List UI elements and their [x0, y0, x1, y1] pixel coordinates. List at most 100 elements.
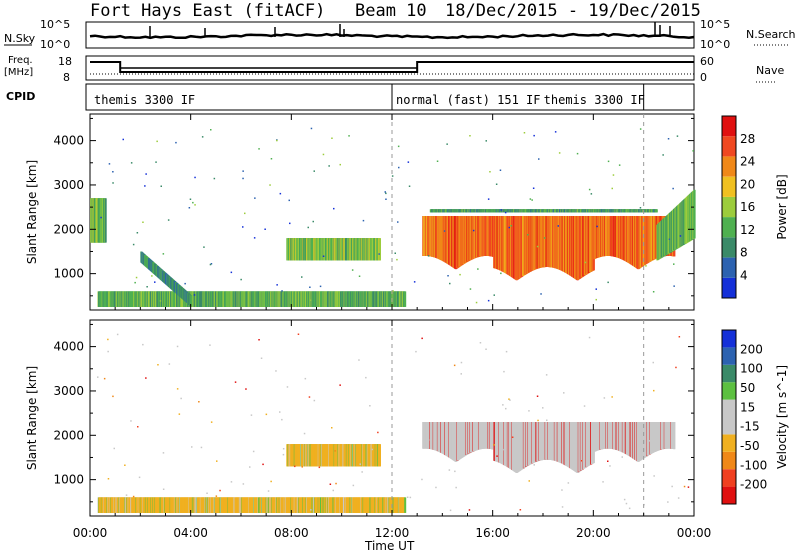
- heatmap-cell: [693, 189, 696, 239]
- heatmap-cell: [144, 185, 146, 187]
- heatmap-cell: [264, 228, 266, 230]
- heatmap-cell: [309, 286, 311, 288]
- heatmap-cell: [558, 152, 561, 154]
- heatmap-cell: [397, 145, 400, 148]
- colorbar-tick-label: 24: [740, 155, 755, 169]
- heatmap-cell: [116, 333, 119, 336]
- heatmap-cell: [588, 188, 591, 191]
- heatmap-cell: [167, 219, 170, 221]
- heatmap-cell: [175, 141, 177, 144]
- heatmap-cell: [339, 163, 341, 166]
- heatmap-cell: [100, 216, 102, 219]
- y-tick-label: 4000: [53, 340, 84, 354]
- colorbar-swatch: [722, 237, 736, 258]
- heatmap-cell: [188, 207, 191, 209]
- heatmap-cell: [413, 281, 416, 283]
- freq-label-2: [MHz]: [4, 67, 33, 78]
- heatmap-cell: [561, 489, 563, 491]
- heatmap-cell: [244, 212, 246, 215]
- heatmap-cell: [394, 252, 396, 254]
- heatmap-cell: [500, 209, 503, 211]
- heatmap-cell: [279, 411, 281, 413]
- heatmap-cell: [329, 483, 332, 485]
- heatmap-cell: [351, 269, 354, 271]
- heatmap-cell: [358, 359, 360, 361]
- heatmap-cell: [421, 337, 423, 340]
- heatmap-cell: [391, 175, 394, 177]
- heatmap-cell: [328, 165, 330, 167]
- heatmap-cell: [692, 150, 694, 152]
- heatmap-cell: [529, 198, 532, 200]
- heatmap-cell: [254, 197, 256, 199]
- heatmap-cell: [505, 407, 507, 410]
- heatmap-cell: [379, 444, 381, 467]
- heatmap-cell: [429, 439, 432, 441]
- x-axis-title: Time UT: [364, 539, 415, 553]
- heatmap-cell: [468, 509, 471, 511]
- y-tick-label: 3000: [53, 178, 84, 192]
- heatmap-cell: [286, 386, 289, 388]
- heatmap-cell: [136, 510, 138, 512]
- heatmap-cell: [538, 158, 540, 160]
- x-tick-label: 00:00: [73, 526, 108, 540]
- heatmap-cell: [206, 492, 208, 494]
- heatmap-cell: [270, 480, 272, 483]
- heatmap-cell: [449, 282, 451, 285]
- colorbar-swatch: [722, 434, 736, 452]
- heatmap-cell: [358, 275, 361, 277]
- heatmap-cell: [352, 484, 355, 487]
- heatmap-cell: [200, 446, 203, 449]
- colorbar-tick-label: 4: [740, 268, 748, 282]
- heatmap-cell: [194, 204, 196, 206]
- noise-tick-lo: 10^0: [40, 38, 70, 51]
- heatmap-cell: [447, 275, 449, 277]
- heatmap-cell: [509, 399, 511, 401]
- colorbar-swatch: [722, 347, 736, 365]
- heatmap-cell: [194, 176, 196, 179]
- heatmap-cell: [679, 235, 682, 237]
- heatmap-cell: [258, 339, 260, 341]
- heatmap-cell: [625, 502, 628, 505]
- heatmap-cell: [125, 494, 128, 496]
- heatmap-cell: [160, 185, 162, 187]
- colorbar-swatch: [722, 257, 736, 278]
- heatmap-cell: [500, 272, 502, 275]
- heatmap-cell: [655, 209, 658, 213]
- y-tick-label: 2000: [53, 428, 84, 442]
- chart-title: Fort Hays East (fitACF): [90, 1, 325, 21]
- cpid-segment-label: themis 3300 IF: [94, 93, 195, 107]
- heatmap-cell: [618, 164, 621, 166]
- heatmap-cell: [407, 161, 410, 163]
- heatmap-cell: [607, 281, 609, 284]
- heatmap-cell: [113, 447, 115, 450]
- heatmap-cell: [536, 395, 539, 397]
- heatmap-cell: [369, 405, 371, 407]
- colorbar-swatch: [722, 277, 736, 298]
- heatmap-cell: [493, 444, 495, 446]
- heatmap-cell: [479, 342, 482, 344]
- heatmap-cell: [459, 273, 461, 276]
- heatmap-cell: [331, 427, 333, 429]
- heatmap-cell: [307, 226, 309, 229]
- heatmap-cell: [453, 364, 456, 367]
- heatmap-cell: [667, 138, 670, 140]
- colorbar-frame: [721, 115, 737, 299]
- heatmap-cell: [543, 237, 546, 239]
- heatmap-cell: [443, 230, 446, 232]
- heatmap-cell: [242, 177, 244, 180]
- heatmap-cell: [404, 497, 407, 513]
- heatmap-cell: [190, 295, 193, 307]
- heatmap-cell: [322, 255, 325, 257]
- heatmap-cell: [348, 135, 350, 137]
- colorbar-tick-label: -100: [740, 458, 767, 472]
- heatmap-cell: [607, 460, 609, 462]
- heatmap-cell: [301, 276, 303, 278]
- heatmap-cell: [192, 201, 194, 204]
- heatmap-cell: [477, 268, 479, 270]
- heatmap-cell: [333, 207, 335, 210]
- heatmap-cell: [142, 343, 144, 346]
- freq-tick-hi: 18: [58, 55, 72, 68]
- heatmap-cell: [267, 490, 270, 492]
- heatmap-cell: [209, 344, 211, 346]
